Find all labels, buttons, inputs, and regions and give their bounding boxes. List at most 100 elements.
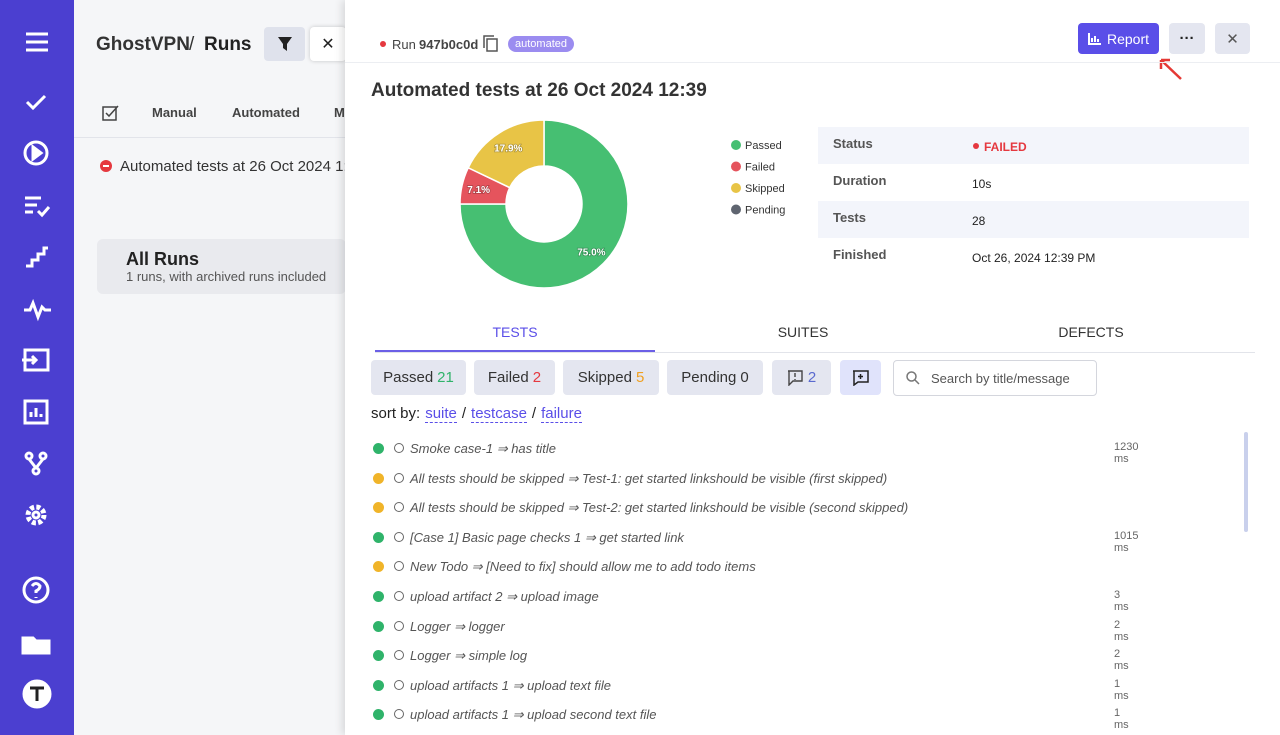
- report-label: Report: [1106, 30, 1150, 47]
- add-comment-icon: [853, 369, 869, 386]
- status-key: Duration: [833, 173, 887, 188]
- more-button[interactable]: ···: [1169, 23, 1205, 54]
- slice-label: 75.0%: [577, 247, 605, 258]
- test-duration: 2 ms: [1114, 618, 1129, 643]
- clock-icon: [394, 472, 404, 483]
- scrollbar: [1244, 432, 1248, 532]
- test-status: [373, 531, 384, 543]
- legend-dot: [731, 140, 741, 150]
- donut-chart: 75.0% Passed 7.1% Failed 17.9% Skipped Pending: [459, 119, 785, 289]
- filter-count: 21: [437, 369, 454, 386]
- status-row: Duration 10s: [818, 164, 1249, 201]
- legend-dot: [731, 204, 741, 215]
- close-detail[interactable]: ✕: [1215, 23, 1250, 54]
- sort-option[interactable]: suite: [425, 405, 457, 423]
- filter-label: Failed: [487, 369, 529, 386]
- run-item[interactable]: Automated tests at 26 Oct 2024 1:: [120, 158, 348, 175]
- sort-option[interactable]: testcase: [471, 405, 527, 423]
- arrow-annotation: [1159, 58, 1182, 80]
- report-icon: [1087, 32, 1101, 45]
- check-icon: [102, 105, 119, 121]
- tab[interactable]: Manual: [152, 105, 197, 120]
- search[interactable]: Search by title/message: [893, 360, 1097, 396]
- run-title: Automated tests at 26 Oct 2024 12:39: [371, 80, 707, 101]
- test-status: [373, 679, 384, 691]
- filter-label: Passed: [383, 369, 434, 386]
- filter-button[interactable]: Pending 0: [667, 360, 763, 395]
- run-label: Run: [392, 37, 416, 52]
- clock-icon: [394, 679, 404, 690]
- status-row: Status FAILED: [818, 127, 1249, 164]
- test-status: [373, 561, 384, 573]
- divider: [74, 137, 346, 138]
- test-status: [373, 709, 384, 721]
- test-status: [373, 472, 384, 484]
- legend-label: Skipped: [745, 183, 785, 195]
- status-key: Status: [833, 136, 873, 151]
- all-runs[interactable]: All Runs 1 runs, with archived runs incl…: [97, 239, 346, 294]
- runs-panel: GhostVPN / Runs Manual Automated M Autom…: [74, 0, 348, 735]
- test-status: [373, 502, 384, 514]
- filter-count: 0: [740, 369, 749, 386]
- clock-icon: [394, 591, 404, 601]
- tab[interactable]: Automated: [232, 105, 300, 120]
- legend-dot: [731, 161, 741, 172]
- tab[interactable]: M: [334, 105, 345, 120]
- filter-button[interactable]: Passed 21: [371, 360, 466, 395]
- filter-button[interactable]: Skipped 5: [563, 360, 659, 395]
- test-title[interactable]: upload artifact 2 ⇒ upload image: [410, 589, 599, 604]
- test-title[interactable]: All tests should be skipped ⇒ Test-2: ge…: [410, 500, 909, 516]
- comments-count: 2: [807, 369, 817, 386]
- legend-label: Passed: [745, 140, 782, 152]
- test-title[interactable]: upload artifacts 1 ⇒ upload second text …: [410, 707, 657, 723]
- slice-label: 17.9%: [494, 143, 522, 154]
- close-button[interactable]: ✕: [310, 27, 346, 61]
- test-title[interactable]: upload artifacts 1 ⇒ upload text file: [410, 677, 611, 693]
- test-title[interactable]: Logger ⇒ simple log: [410, 648, 528, 664]
- status-value: 28: [972, 214, 986, 228]
- search-placeholder: Search by title/message: [931, 371, 1070, 386]
- status-dot: [380, 41, 386, 47]
- status-value: 10s: [972, 177, 992, 191]
- all-runs-subtitle: 1 runs, with archived runs included: [126, 269, 327, 284]
- copy-icon[interactable]: [483, 35, 499, 53]
- clock-icon: [394, 561, 404, 572]
- report-button[interactable]: Report: [1078, 23, 1159, 54]
- add-comment[interactable]: [840, 360, 881, 395]
- status-row: Tests 28: [818, 201, 1249, 238]
- test-duration: 1230 ms: [1114, 441, 1139, 465]
- test-title[interactable]: All tests should be skipped ⇒ Test-1: ge…: [410, 470, 888, 486]
- test-duration: 3 ms: [1114, 589, 1129, 613]
- test-title[interactable]: Smoke case-1 ⇒ has title: [410, 441, 557, 456]
- sort-option[interactable]: failure: [541, 405, 582, 423]
- failed-icon: [100, 160, 112, 172]
- clock-icon: [394, 709, 404, 720]
- active-tab-line: [375, 350, 655, 352]
- clock-icon: [394, 531, 404, 542]
- comment-icon: [787, 369, 803, 386]
- sort-separator: /: [531, 405, 537, 422]
- badge: automated: [508, 36, 574, 52]
- filter-label: Skipped: [577, 369, 632, 386]
- run-id: 947b0c0d: [419, 37, 479, 52]
- status-value: Oct 26, 2024 12:39 PM: [972, 251, 1096, 265]
- test-title[interactable]: Logger ⇒ logger: [410, 618, 505, 634]
- legend-label: Failed: [745, 162, 775, 174]
- test-duration: 1015 ms: [1114, 529, 1139, 554]
- page-title: Runs: [204, 34, 252, 55]
- filter-button[interactable]: [264, 27, 305, 61]
- legend-dot: [731, 183, 741, 193]
- slice: [467, 119, 545, 189]
- sidebar: [0, 0, 74, 735]
- comments-filter[interactable]: 2: [772, 360, 831, 395]
- filter-label: Pending: [681, 369, 737, 386]
- sidebar-icons: [21, 32, 52, 709]
- filter-button[interactable]: Failed 2: [474, 360, 555, 395]
- test-status: [373, 650, 384, 662]
- test-title[interactable]: New Todo ⇒ [Need to fix] should allow me…: [410, 559, 756, 575]
- test-title[interactable]: [Case 1] Basic page checks 1 ⇒ get start…: [410, 529, 684, 545]
- test-duration: 2 ms: [1114, 648, 1129, 673]
- tabs-line: [375, 352, 1255, 353]
- sort-separator: /: [461, 405, 467, 422]
